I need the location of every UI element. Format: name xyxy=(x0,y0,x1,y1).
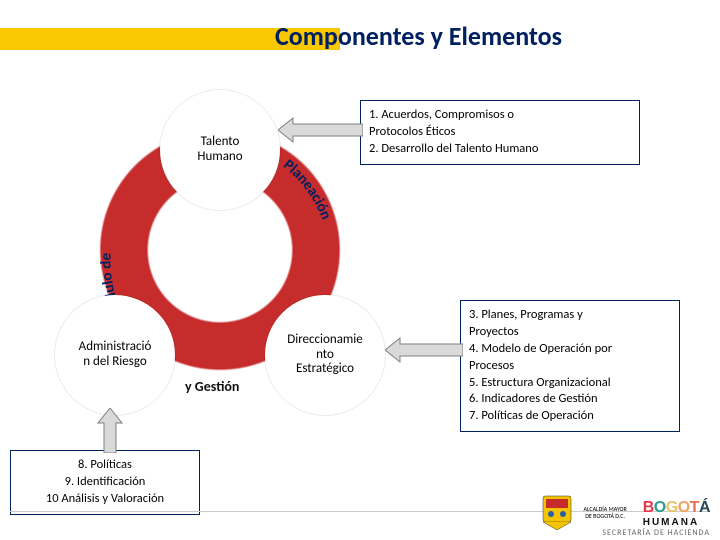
circle-riesgo: Administració n del Riesgo xyxy=(55,295,175,415)
secretaria-label: SECRETARÍA DE HACIENDA xyxy=(602,528,710,538)
callout-right: 3. Planes, Programas y Proyectos 4. Mode… xyxy=(460,300,680,432)
arrow-top xyxy=(278,115,363,145)
alcaldia-shield-icon xyxy=(541,494,573,532)
diagram: Módulo de Planeación Talento Humano Admi… xyxy=(20,60,700,500)
alcaldia-text: ALCALDÍA MAYOR DE BOGOTÁ D.C. xyxy=(583,506,626,519)
arc-right-text: Planeación xyxy=(280,156,335,222)
circle-talento: Talento Humano xyxy=(160,90,280,210)
arrow-bottom xyxy=(95,408,125,453)
svg-text:Planeación: Planeación xyxy=(280,156,335,222)
arc-bottom-text: y Gestión xyxy=(185,378,239,395)
footer: ALCALDÍA MAYOR DE BOGOTÁ D.C. BOGOTÁ HUM… xyxy=(541,494,710,532)
arrow-right xyxy=(385,335,463,365)
header: Componentes y Elementos xyxy=(0,10,720,45)
circle-direccionamiento: Direccionamie nto Estratégico xyxy=(265,295,385,415)
bogota-humana-logo: BOGOTÁ HUMANA xyxy=(643,499,710,528)
page-title: Componentes y Elementos xyxy=(275,20,562,52)
callout-top: 1. Acuerdos, Compromisos o Protocolos Ét… xyxy=(360,100,640,165)
callout-bottom: 8. Políticas 9. Identificación 10 Anális… xyxy=(10,450,200,515)
